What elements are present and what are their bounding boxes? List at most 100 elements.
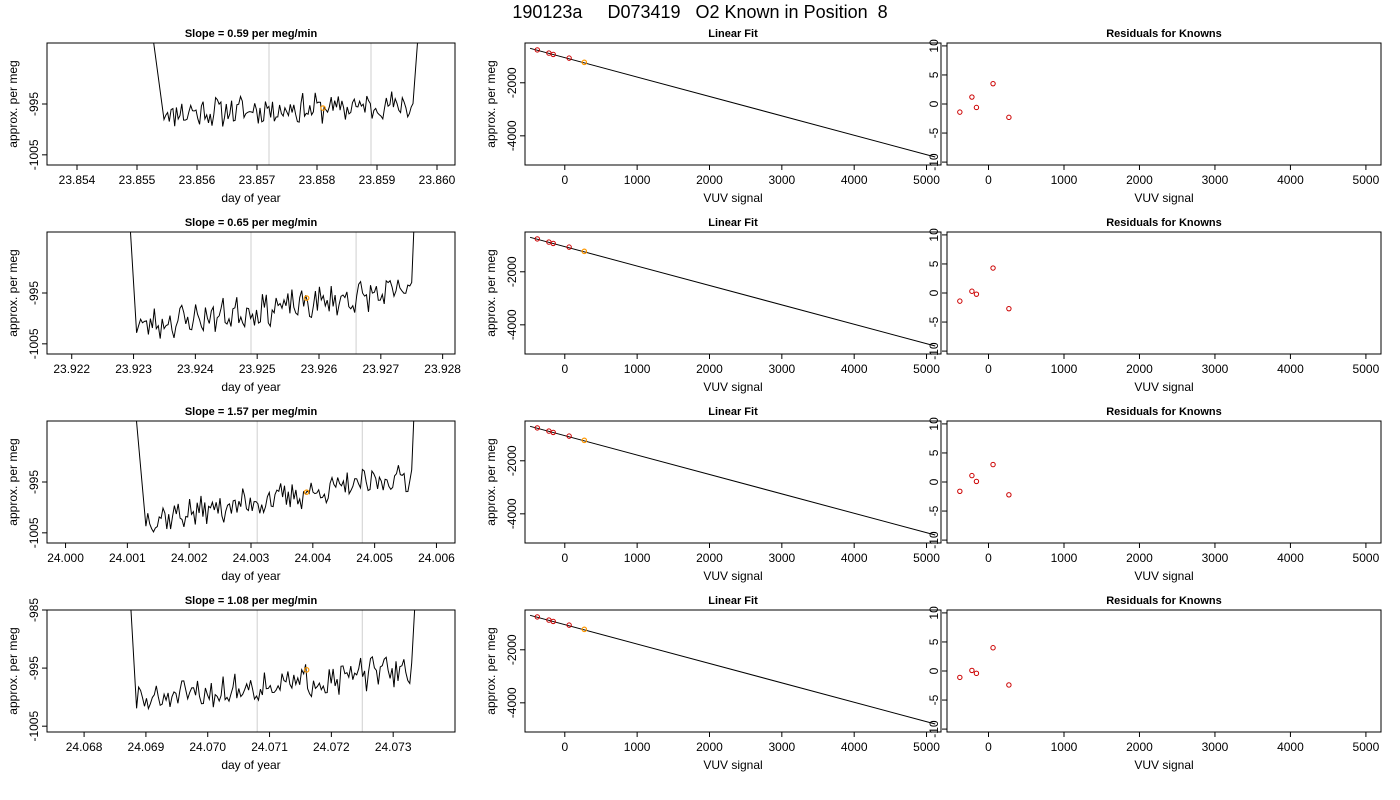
panel-title: Linear Fit: [708, 28, 758, 40]
panel-title: Residuals for Knowns: [1106, 595, 1222, 607]
x-tick-label: 0: [561, 551, 568, 565]
panel-title: Residuals for Knowns: [1106, 406, 1222, 418]
sample-point: [581, 59, 588, 66]
y-tick-label: -1005: [27, 139, 41, 170]
residual-point: [990, 80, 996, 87]
x-tick-label: 23.858: [299, 173, 336, 187]
x-tick-label: 2000: [696, 362, 723, 376]
panel-fit-1: Linear Fit 0 1000 2000 3000 4000 5000 -4000 -200…: [484, 28, 942, 205]
residual-point: [1006, 114, 1012, 121]
panel-trace-4: Slope = 1.08 per meg/min 24.068 24.069 24.0…: [6, 595, 456, 772]
panel-resid-1: Residuals for Knowns 0 1000 2000 3000 4000 500…: [927, 28, 1382, 205]
x-tick-label: 23.857: [239, 173, 276, 187]
residual-point: [1006, 305, 1012, 312]
x-tick-label: 5000: [913, 362, 940, 376]
x-tick-label: 0: [985, 173, 992, 187]
x-tick-label: 23.860: [419, 173, 456, 187]
x-tick-label: 24.073: [375, 740, 412, 754]
x-tick-label: 5000: [1353, 740, 1380, 754]
x-tick-label: 0: [985, 551, 992, 565]
x-tick-label: 23.926: [301, 362, 338, 376]
y-tick-label: -995: [27, 470, 41, 494]
x-tick-label: 3000: [1202, 551, 1229, 565]
known-point: [550, 429, 556, 436]
x-tick-label: 5000: [1353, 551, 1380, 565]
plot-frame: [524, 231, 942, 355]
panel-title: Residuals for Knowns: [1106, 217, 1222, 229]
plot-frame: [46, 609, 456, 733]
known-point: [566, 622, 572, 628]
x-tick-label: 5000: [1353, 173, 1380, 187]
y-tick-label: -995: [27, 281, 41, 305]
panel-resid-4: Residuals for Knowns 0 1000 2000 3000 4000 500…: [927, 595, 1382, 772]
residual-point: [969, 472, 975, 479]
y-tick-label: 5: [927, 449, 941, 456]
x-tick-label: 23.923: [115, 362, 152, 376]
x-tick-label: 3000: [1202, 173, 1229, 187]
y-axis-label: approx. per meg: [6, 60, 20, 147]
x-tick-label: 24.002: [171, 551, 208, 565]
y-tick-label: 0: [927, 289, 941, 296]
y-tick-label: 10: [927, 606, 941, 620]
y-tick-label: -2000: [505, 634, 519, 665]
x-tick-label: 0: [985, 362, 992, 376]
x-tick-label: 24.005: [356, 551, 393, 565]
y-tick-label: -4000: [505, 687, 519, 718]
known-point: [566, 244, 572, 250]
sample-point: [581, 626, 588, 633]
y-tick-label: -1005: [27, 328, 41, 359]
residual-point: [973, 104, 980, 111]
y-axis-label: approx. per meg: [484, 627, 498, 714]
y-tick-label: -1005: [27, 517, 41, 548]
panel-fit-4: Linear Fit 0 1000 2000 3000 4000 5000 -4000 -200…: [484, 595, 942, 772]
x-tick-label: 24.004: [294, 551, 331, 565]
residual-point: [969, 94, 975, 100]
y-tick-label: 10: [927, 39, 941, 53]
x-tick-label: 24.068: [66, 740, 103, 754]
x-tick-label: 2000: [696, 173, 723, 187]
residual-point: [973, 291, 980, 297]
panel-title: Linear Fit: [708, 595, 758, 607]
x-tick-label: 4000: [1277, 740, 1304, 754]
panel-title: Slope = 1.57 per meg/min: [185, 406, 318, 418]
x-tick-label: 4000: [1277, 551, 1304, 565]
x-axis-label: day of year: [221, 191, 280, 205]
y-tick-label: -10: [927, 720, 941, 738]
x-tick-label: 4000: [1277, 362, 1304, 376]
fit-line: [529, 47, 936, 158]
panel-title: Residuals for Knowns: [1106, 28, 1222, 40]
x-tick-label: 1000: [1051, 740, 1078, 754]
x-tick-label: 24.070: [189, 740, 226, 754]
y-tick-label: 5: [927, 71, 941, 78]
panel-trace-2: Slope = 0.65 per meg/min 23.922 23.923 23.9…: [6, 217, 461, 394]
x-axis-label: VUV signal: [703, 191, 762, 205]
residual-point: [957, 298, 963, 304]
known-point: [566, 433, 572, 439]
x-tick-label: 24.001: [109, 551, 146, 565]
x-axis-label: VUV signal: [703, 758, 762, 772]
x-tick-label: 2000: [696, 740, 723, 754]
panel-trace-3: Slope = 1.57 per meg/min 24.000 24.001 24.0…: [6, 406, 456, 583]
known-point: [566, 55, 572, 61]
x-axis-label: VUV signal: [1134, 380, 1193, 394]
x-tick-label: 23.922: [53, 362, 90, 376]
x-tick-label: 3000: [768, 362, 795, 376]
x-tick-label: 3000: [768, 173, 795, 187]
y-tick-label: -985: [27, 598, 41, 622]
x-tick-label: 2000: [1126, 551, 1153, 565]
y-tick-label: -4000: [505, 120, 519, 151]
residual-point: [1006, 492, 1012, 498]
plot-frame: [946, 609, 1382, 733]
panel-title: Linear Fit: [708, 217, 758, 229]
x-tick-label: 5000: [913, 173, 940, 187]
plot-frame: [46, 42, 456, 166]
x-tick-label: 1000: [624, 173, 651, 187]
signal-trace: [130, 610, 416, 711]
y-tick-label: 0: [927, 478, 941, 485]
x-axis-label: day of year: [221, 380, 280, 394]
x-tick-label: 4000: [841, 740, 868, 754]
y-axis-label: approx. per meg: [484, 249, 498, 336]
x-tick-label: 3000: [1202, 740, 1229, 754]
residual-point: [957, 674, 963, 681]
